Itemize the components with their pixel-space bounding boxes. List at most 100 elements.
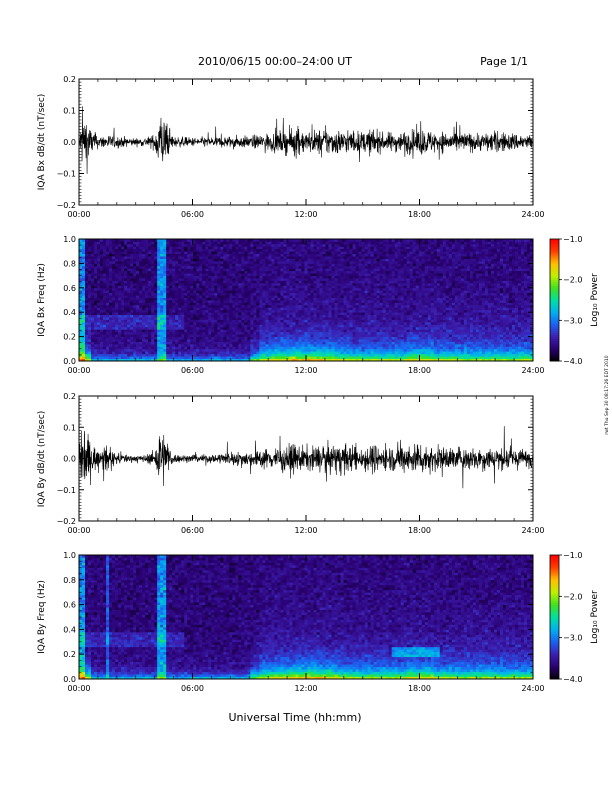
spectrogram-cell (364, 290, 369, 294)
spectrogram-cell (82, 256, 86, 259)
spectrogram-cell (340, 278, 344, 281)
spectrogram-cell (307, 270, 311, 274)
spectrogram-cell (187, 256, 191, 259)
spectrogram-cell (127, 248, 131, 252)
spectrogram-cell (235, 329, 239, 333)
spectrogram-cell (280, 329, 284, 333)
spectrogram-cell (241, 239, 245, 242)
spectrogram-cell (346, 282, 350, 286)
spectrogram-cell (262, 329, 266, 333)
spectrogram-cell (121, 239, 125, 242)
spectrogram-cell (217, 348, 221, 352)
spectrogram-cell (190, 263, 194, 267)
spectrogram-cell (250, 358, 254, 362)
spectrogram-cell (220, 256, 224, 259)
spectrogram-cell (304, 253, 308, 257)
spectrogram-cell (316, 241, 320, 245)
spectrogram-cell (145, 290, 149, 294)
spectrogram-cell (322, 353, 326, 357)
spectrogram-cell (100, 268, 104, 272)
spectrogram-cell (109, 321, 113, 325)
spectrogram-cell (265, 351, 269, 355)
spectrogram-cell (352, 248, 357, 252)
spectrogram-cell (268, 356, 272, 359)
spectrogram-cell (175, 292, 179, 296)
spectrogram-cell (349, 246, 354, 250)
spectrogram-cell (118, 309, 122, 313)
spectrogram-cell (205, 280, 209, 284)
spectrogram-cell (319, 292, 323, 296)
spectrogram-cell (199, 348, 203, 352)
spectrogram-cell (196, 343, 200, 347)
spectrogram-cell (106, 258, 110, 262)
spectrogram-cell (82, 336, 86, 340)
spectrogram-cell (289, 348, 293, 352)
spectrogram-cell (208, 292, 212, 296)
spectrogram-cell (208, 317, 212, 320)
spectrogram-cell (361, 241, 366, 245)
spectrogram-cell (178, 321, 182, 325)
spectrogram-cell (127, 346, 131, 350)
spectrogram-cell (109, 351, 113, 355)
spectrogram-cell (274, 273, 278, 276)
spectrogram-cell (220, 246, 224, 250)
spectrogram-cell (208, 248, 212, 252)
spectrogram-cell (235, 358, 239, 362)
spectrogram-cell (367, 282, 372, 286)
spectrogram-cell (313, 351, 317, 355)
spectrogram-cell (187, 336, 191, 340)
spectrogram-cell (214, 297, 218, 301)
spectrogram-cell (292, 265, 296, 269)
spectrogram-cell (226, 258, 230, 262)
spectrogram-cell (343, 285, 347, 289)
spectrogram-cell (343, 314, 347, 318)
spectrogram-cell (268, 278, 272, 281)
spectrogram-cell (301, 292, 305, 296)
spectrogram-cell (349, 324, 354, 328)
spectrogram-cell (280, 317, 284, 320)
spectrogram-cell (130, 265, 134, 269)
spectrogram-cell (250, 319, 254, 323)
spectrogram-cell (349, 346, 354, 350)
spectrogram-cell (217, 304, 221, 308)
spectrogram-cell (292, 243, 296, 247)
spectrogram-cell (298, 253, 302, 257)
spectrogram-cell (172, 290, 176, 294)
spectrogram-cell (241, 258, 245, 262)
spectrogram-cell (262, 302, 266, 306)
spectrogram-cell (94, 270, 98, 274)
spectrogram-cell (244, 285, 248, 289)
spectrogram-cell (334, 302, 338, 306)
spectrogram-cell (205, 358, 209, 362)
spectrogram-cell (100, 270, 104, 274)
spectrogram-cell (196, 326, 200, 330)
spectrogram-cell (157, 292, 161, 296)
spectrogram-cell (118, 253, 122, 257)
spectrogram-cell (253, 302, 257, 306)
spectrogram-cell (313, 265, 317, 269)
spectrogram-cell (172, 353, 176, 357)
spectrogram-cell (127, 243, 131, 247)
spectrogram-cell (337, 343, 341, 347)
spectrogram-cell (145, 353, 149, 357)
spectrogram-cell (85, 324, 89, 328)
spectrogram-cell (142, 353, 146, 357)
spectrogram-cell (319, 341, 323, 345)
spectrogram-cell (226, 290, 230, 294)
spectrogram-cell (346, 309, 350, 313)
spectrogram-cell (307, 351, 311, 355)
spectrogram-cell (223, 314, 227, 318)
spectrogram-cell (130, 251, 134, 255)
spectrogram-cell (202, 341, 206, 345)
spectrogram-cell (163, 319, 167, 323)
spectrogram-cell (274, 263, 278, 267)
spectrogram-cell (217, 356, 221, 359)
spectrogram-cell (355, 307, 360, 311)
spectrogram-cell (316, 265, 320, 269)
spectrogram-cell (334, 248, 338, 252)
spectrogram-cell (289, 241, 293, 245)
spectrogram-cell (283, 324, 287, 328)
spectrogram-cell (256, 263, 260, 267)
spectrogram-cell (139, 260, 143, 264)
spectrogram-cell (268, 282, 272, 286)
